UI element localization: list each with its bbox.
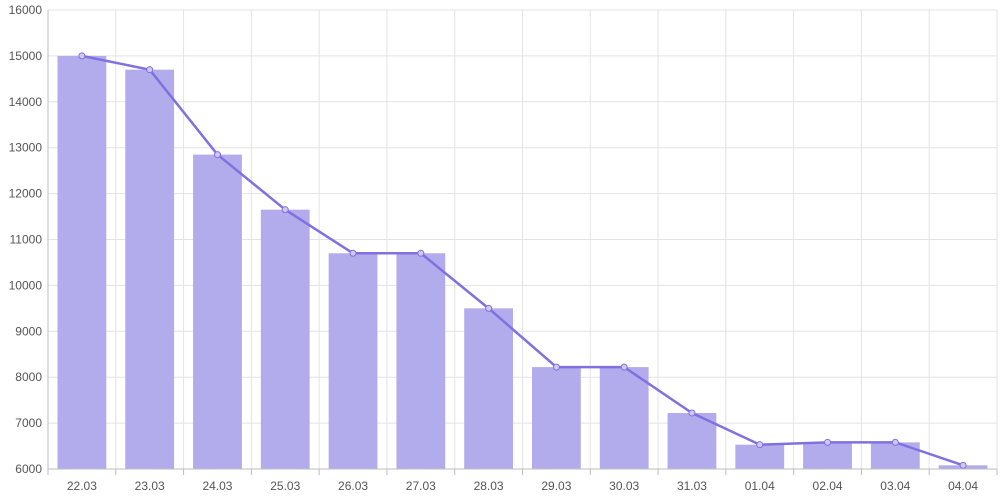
data-point	[959, 461, 967, 469]
bar	[735, 444, 785, 469]
bar	[57, 55, 107, 470]
data-point	[485, 304, 493, 312]
bar	[464, 308, 514, 469]
y-tick-label: 16000	[9, 3, 43, 17]
y-tick-label: 9000	[15, 324, 42, 338]
x-tick-label: 22.03	[67, 479, 97, 493]
data-point	[417, 249, 425, 257]
bar	[260, 209, 310, 470]
x-tick-label: 30.03	[609, 479, 639, 493]
y-tick-label: 13000	[9, 141, 43, 155]
series-line	[81, 54, 964, 467]
x-tick-label: 26.03	[338, 479, 368, 493]
bar	[193, 154, 242, 469]
x-tick-label: 23.03	[135, 479, 165, 493]
y-tick-labels: 6000 7000 8000 9000 10000 11000 12000 13000 1400…	[9, 3, 43, 476]
x-tick-label: 02.04	[813, 479, 843, 493]
data-point	[78, 52, 86, 60]
y-tick-label: 6000	[15, 462, 42, 476]
axes	[47, 10, 998, 475]
x-tick-label: 31.03	[677, 479, 707, 493]
data-point	[688, 409, 696, 417]
bar	[803, 442, 852, 469]
data-point	[349, 249, 357, 257]
data-point	[891, 438, 899, 446]
x-tick-label: 24.03	[202, 479, 232, 493]
y-tick-label: 14000	[9, 95, 43, 109]
x-tick-label: 29.03	[541, 479, 571, 493]
x-tick-label: 01.04	[745, 479, 775, 493]
y-tick-label: 7000	[15, 416, 42, 430]
data-point	[620, 363, 628, 371]
data-point	[281, 206, 289, 214]
y-tick-label: 10000	[9, 278, 43, 292]
x-tick-label: 28.03	[474, 479, 504, 493]
data-point	[213, 151, 221, 159]
data-point	[756, 441, 764, 449]
grid	[47, 9, 998, 470]
bar	[125, 69, 175, 470]
y-tick-label: 15000	[9, 49, 43, 63]
bar	[396, 253, 446, 469]
y-tick-label: 8000	[15, 370, 42, 384]
x-tick-label: 27.03	[406, 479, 436, 493]
data-point	[146, 66, 154, 74]
bar	[531, 367, 581, 469]
data-point	[824, 438, 832, 446]
x-tick-label: 03.04	[880, 479, 910, 493]
x-tick-label: 04.04	[948, 479, 978, 493]
y-tick-label: 11000	[10, 233, 43, 247]
bar	[870, 442, 920, 469]
bars	[57, 55, 988, 470]
y-tick-label: 12000	[9, 187, 43, 201]
bar	[667, 413, 717, 469]
x-tick-label: 25.03	[270, 479, 300, 493]
x-tick-labels: 22.03 23.03 24.03 25.03 26.03 27.03 28.03 29.03…	[67, 479, 979, 493]
bar	[599, 367, 649, 469]
bar	[328, 253, 378, 469]
data-point	[552, 363, 560, 371]
line-layer	[78, 52, 967, 469]
